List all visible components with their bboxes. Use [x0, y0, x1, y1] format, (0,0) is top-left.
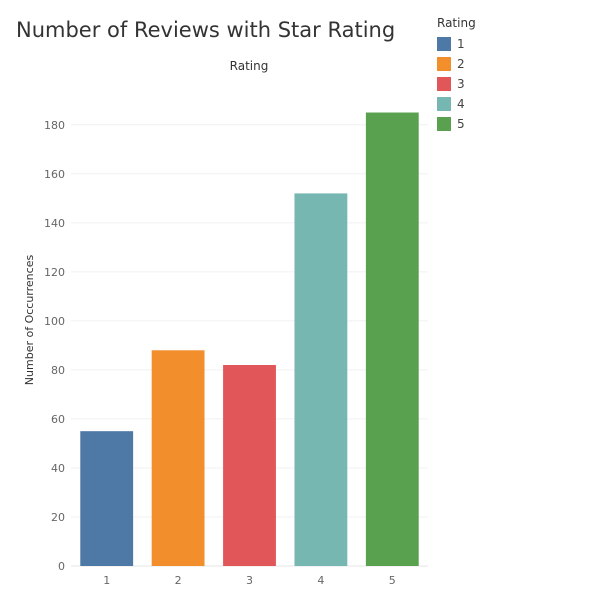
legend-item[interactable]: 1	[437, 34, 476, 54]
y-tick-label: 20	[51, 511, 65, 524]
y-tick-label: 180	[44, 119, 65, 132]
column-header: Rating	[230, 59, 269, 73]
y-tick-label: 40	[51, 462, 65, 475]
legend-item[interactable]: 2	[437, 54, 476, 74]
legend-label: 3	[457, 77, 465, 91]
y-axis-label: Number of Occurrences	[23, 255, 36, 386]
legend-swatch	[437, 37, 451, 51]
y-tick-label: 100	[44, 315, 65, 328]
legend-swatch	[437, 117, 451, 131]
legend-label: 4	[457, 97, 465, 111]
bar-rating-1[interactable]	[80, 431, 134, 566]
bar-rating-4[interactable]	[294, 193, 348, 566]
bar-rating-2[interactable]	[151, 350, 205, 566]
legend-item[interactable]: 4	[437, 94, 476, 114]
legend-swatch	[437, 77, 451, 91]
legend-swatch	[437, 97, 451, 111]
legend: Rating 1 2 3 4 5	[437, 16, 476, 134]
x-tick-label: 1	[103, 574, 110, 587]
x-tick-label: 2	[175, 574, 182, 587]
legend-title: Rating	[437, 16, 476, 30]
x-tick-label: 5	[389, 574, 396, 587]
legend-label: 2	[457, 57, 465, 71]
x-tick-label: 3	[246, 574, 253, 587]
legend-label: 1	[457, 37, 465, 51]
y-tick-label: 160	[44, 168, 65, 181]
y-tick-label: 120	[44, 266, 65, 279]
bar-rating-5[interactable]	[365, 112, 419, 566]
legend-item[interactable]: 3	[437, 74, 476, 94]
legend-item[interactable]: 5	[437, 114, 476, 134]
x-tick-label: 4	[317, 574, 324, 587]
y-tick-label: 0	[58, 560, 65, 573]
legend-label: 5	[457, 117, 465, 131]
chart-title: Number of Reviews with Star Rating	[16, 18, 396, 42]
y-tick-label: 60	[51, 413, 65, 426]
y-tick-label: 80	[51, 364, 65, 377]
bar-rating-3[interactable]	[223, 364, 276, 566]
y-tick-label: 140	[44, 217, 65, 230]
legend-swatch	[437, 57, 451, 71]
